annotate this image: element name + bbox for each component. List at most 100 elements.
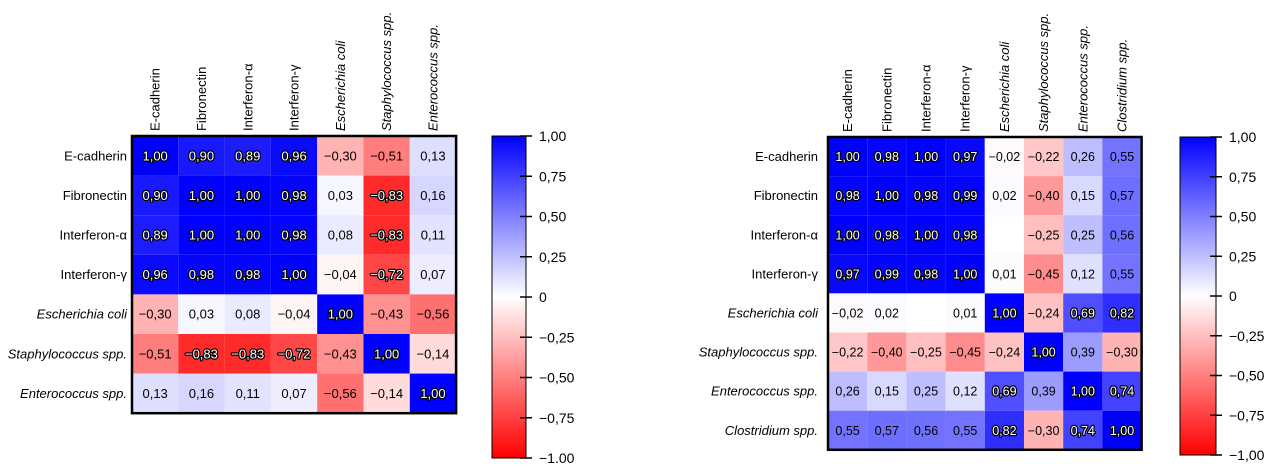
cell-value-label: 0,16 [189,386,214,401]
cell-value-label: 1,00 [1110,424,1134,438]
heatmap-cell [1102,371,1142,411]
cell-value-label: −0,30 [1106,346,1138,360]
cell-value-label: 0,97 [835,267,859,281]
cell-value-label: −0,72 [278,346,311,361]
heatmap-cell [270,334,318,374]
cell-value-label: −0,43 [324,346,357,361]
heatmap-cell [363,334,410,374]
heatmap-cell [178,334,225,374]
cell-value-label: 0,57 [1110,189,1134,203]
heatmap-cell [317,294,364,334]
cell-value-label: −0,04 [278,307,311,322]
heatmap-cell [1063,293,1103,333]
heatmap-cell [867,293,907,333]
heatmap-cell [1102,293,1142,333]
cell-value-label: 0,55 [1110,267,1134,281]
heatmap-cell [270,136,318,176]
cell-value-label: 0,13 [420,148,445,163]
cell-value-label: 0,98 [875,228,899,242]
row-label: Staphylococcus spp. [8,346,127,361]
column-label: Interferon-α [240,63,255,131]
column-label: Escherichia coli [333,40,348,131]
heatmap-cell [945,332,985,372]
cell-value-label: 0,56 [1110,228,1134,242]
colorbar-tick-label: −0,50 [539,370,575,386]
heatmap-cell [1063,371,1103,411]
cell-value-label: −0,83 [370,188,403,203]
cell-value-label: 0,96 [142,267,167,282]
row-label: E-cadherin [755,149,818,164]
colorbar-tick-label: −0,25 [1229,328,1265,344]
heatmap-cell [270,215,318,255]
heatmap-cell [1102,410,1142,450]
colorbar-tick-label: 1,00 [539,128,566,144]
cell-value-label: 0,98 [914,267,938,281]
heatmap-cell [409,175,457,216]
cell-value-label: 0,56 [914,424,938,438]
heatmap-cell [828,371,868,411]
heatmap-cell [828,137,868,177]
row-label: E-cadherin [64,148,127,163]
heatmap-cell [984,293,1024,333]
heatmap-cell [945,215,985,255]
cell-value-label: 0,74 [1071,424,1095,438]
cell-value-label: −0,14 [416,346,449,361]
colorbar-tick-label: 0,50 [1229,209,1256,225]
heatmap-cell [1024,410,1064,450]
heatmap-cell [867,176,907,216]
heatmap-cell [132,175,179,216]
heatmap-cell [409,254,457,295]
cell-value-label: 0,89 [235,148,260,163]
row-label: Interferon-γ [61,267,128,282]
column-label: Fibronectin [879,68,894,132]
colorbar-tick-label: −1,00 [1229,447,1265,463]
cell-value-label: 1,00 [992,306,1016,320]
heatmap-cell [363,254,410,295]
cell-value-label: −0,40 [1028,189,1060,203]
heatmap-cell [906,293,946,333]
heatmap-cell [317,215,364,255]
heatmap-cell [409,136,457,176]
cell-value-label: 1,00 [374,346,399,361]
heatmap-cell [1024,293,1064,333]
cell-value-label: 0,98 [835,189,859,203]
cell-value-label: −0,22 [1028,150,1060,164]
cell-value-label: −0,02 [832,306,864,320]
heatmap-border [826,135,1143,452]
heatmap-cell [270,254,318,295]
cell-value-label: 1,00 [189,228,214,243]
heatmap-cell [178,215,225,255]
heatmap-cell [178,294,225,334]
cell-value-label: −0,51 [139,346,172,361]
cell-value-label: 0,03 [328,188,353,203]
heatmap-cell [409,373,457,414]
cell-value-label: 0,25 [1071,228,1095,242]
heatmap-cell [906,176,946,216]
column-label: E-cadherin [148,68,163,131]
heatmap-cell [984,410,1024,450]
heatmap-cell [178,254,225,295]
cell-value-label: 0,15 [875,385,899,399]
heatmap-cell [317,175,364,216]
cell-value-label: 0,16 [420,188,445,203]
heatmap-cell [984,176,1024,216]
heatmap-cell [945,293,985,333]
cell-value-label: 0,98 [281,188,306,203]
cell-value-label: 0,82 [992,424,1016,438]
cell-value-label: 0,57 [875,424,899,438]
heatmap-cell [1024,215,1064,255]
cell-value-label: −0,51 [370,148,403,163]
column-label: E-cadherin [840,69,855,132]
heatmap-cell [132,334,179,374]
cell-value-label: 1,00 [835,150,859,164]
heatmap-cell [1102,137,1142,177]
heatmap-cell [867,410,907,450]
column-label: Interferon-α [919,64,934,132]
column-label: Clostridium spp. [1115,39,1130,132]
cell-value-label: 0,39 [1071,346,1095,360]
heatmap-cell [178,175,225,216]
column-label: Escherichia coli [997,41,1012,132]
heatmap-cell [906,137,946,177]
cell-value-label: 1,00 [914,228,938,242]
